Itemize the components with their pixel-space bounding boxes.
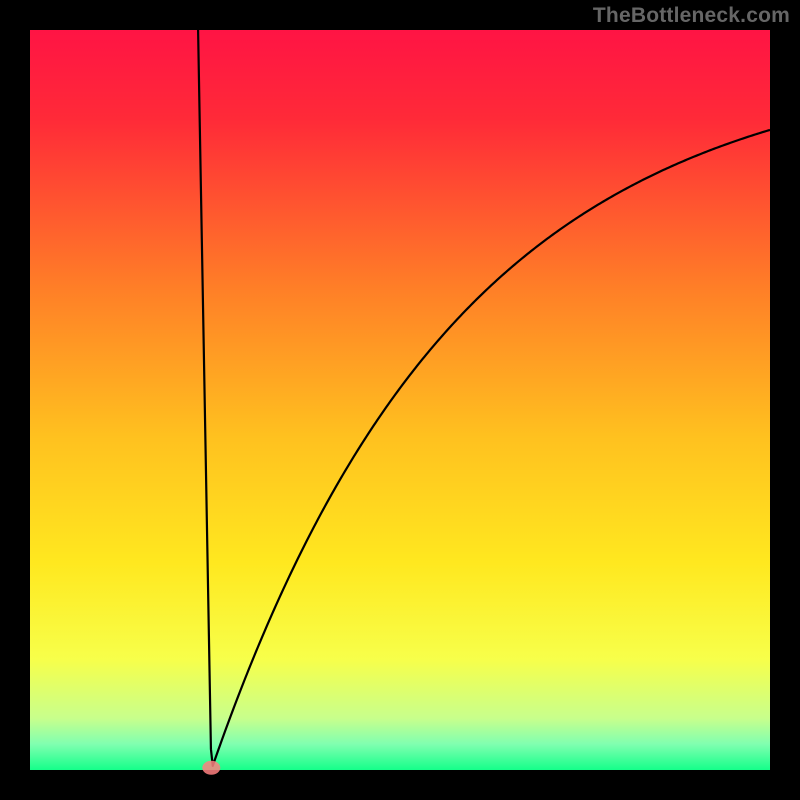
gradient-background — [30, 30, 770, 770]
chart-svg — [0, 0, 800, 800]
watermark-text: TheBottleneck.com — [593, 4, 790, 28]
min-marker — [202, 761, 220, 775]
chart-container: TheBottleneck.com — [0, 0, 800, 800]
